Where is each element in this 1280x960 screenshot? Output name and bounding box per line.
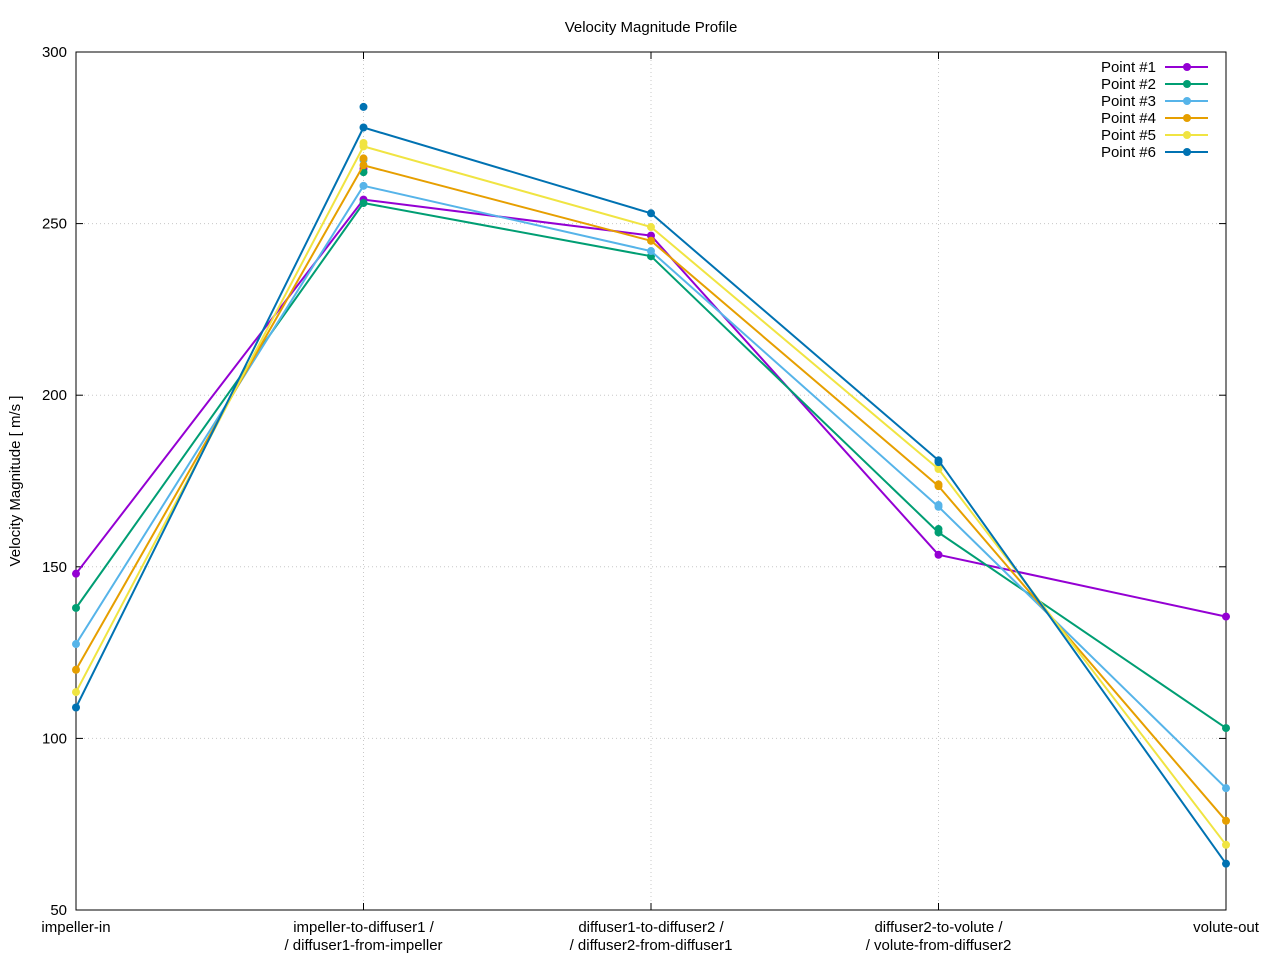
data-point	[647, 223, 655, 232]
x-tick-label: diffuser1-to-diffuser2 // diffuser2-from…	[570, 919, 733, 954]
x-tick-label-line: diffuser2-to-volute /	[874, 919, 1003, 936]
series-point-4	[72, 154, 1230, 825]
y-tick-label: 200	[42, 387, 67, 404]
data-point	[1222, 724, 1230, 733]
legend-marker	[1183, 63, 1191, 71]
series-line	[75, 202, 1227, 729]
x-tick-label-line: / diffuser2-from-diffuser1	[570, 937, 733, 954]
legend-item: Point #2	[1101, 76, 1208, 93]
data-point	[359, 181, 368, 190]
x-tick-label-line: impeller-to-diffuser1 /	[293, 919, 434, 936]
y-tick-label: 50	[50, 902, 67, 919]
data-point	[934, 550, 943, 559]
x-tick-label: volute-out	[1193, 919, 1260, 936]
x-tick-label-line: / diffuser1-from-impeller	[284, 937, 442, 954]
series-line	[75, 164, 1227, 822]
legend-label: Point #5	[1101, 127, 1156, 144]
y-tick-label: 150	[42, 559, 67, 576]
grid	[76, 52, 1226, 910]
data-point-extra	[359, 154, 368, 163]
x-tick-label-line: / volute-from-diffuser2	[866, 937, 1012, 954]
data-point	[1222, 859, 1230, 868]
x-tick-label-line: volute-out	[1193, 919, 1260, 936]
data-point-extra	[934, 480, 943, 489]
y-tick-label: 250	[42, 216, 67, 233]
legend-marker	[1183, 114, 1191, 122]
legend-label: Point #4	[1101, 110, 1156, 127]
data-point	[72, 569, 80, 578]
x-tick-label-line: impeller-in	[41, 919, 110, 936]
legend-item: Point #4	[1101, 110, 1208, 127]
legend-marker	[1183, 148, 1191, 156]
data-point	[359, 161, 368, 170]
legend-item: Point #3	[1101, 93, 1208, 110]
data-point	[647, 247, 655, 256]
legend-marker	[1183, 80, 1191, 88]
legend-item: Point #1	[1101, 59, 1208, 76]
legend-label: Point #6	[1101, 144, 1156, 161]
x-tick-label-line: diffuser1-to-diffuser2 /	[578, 919, 724, 936]
x-axis: impeller-in impeller-to-diffuser1 // diff…	[41, 52, 1260, 954]
legend-marker	[1183, 131, 1191, 139]
data-point	[647, 209, 655, 218]
data-point	[72, 703, 80, 712]
data-point	[1222, 612, 1230, 621]
data-point	[72, 640, 80, 649]
legend-item: Point #5	[1101, 127, 1208, 144]
series-point-5	[72, 138, 1230, 849]
y-axis-label: Velocity Magnitude [ m/s ]	[7, 396, 24, 567]
chart-title: Velocity Magnitude Profile	[565, 19, 738, 36]
data-point	[72, 603, 80, 612]
data-point-extra	[359, 102, 368, 111]
data-point	[1222, 784, 1230, 793]
data-point	[359, 199, 368, 208]
data-point	[647, 236, 655, 245]
data-point-extra	[934, 525, 943, 534]
legend-label: Point #2	[1101, 76, 1156, 93]
legend-marker	[1183, 97, 1191, 105]
series-point-3	[72, 156, 1230, 793]
data-point	[1222, 816, 1230, 825]
data-point-extra	[359, 138, 368, 147]
legend-label: Point #1	[1101, 59, 1156, 76]
data-point	[72, 665, 80, 674]
data-point	[359, 123, 368, 132]
data-point-extra	[934, 501, 943, 510]
x-tick-label: impeller-to-diffuser1 // diffuser1-from-…	[284, 919, 442, 954]
x-tick-label: diffuser2-to-volute / / volute-from-diffu…	[866, 919, 1012, 954]
series-layer	[72, 102, 1230, 868]
legend-item: Point #6	[1101, 144, 1208, 161]
data-point	[1222, 840, 1230, 849]
y-tick-label: 300	[42, 44, 67, 61]
y-tick-label: 100	[42, 730, 67, 747]
data-point	[72, 688, 80, 697]
data-point-extra	[934, 458, 943, 467]
series-point-6	[72, 102, 1230, 868]
y-axis: 50 100 150 200 250 300	[42, 44, 1226, 919]
legend-label: Point #3	[1101, 93, 1156, 110]
x-tick-label: impeller-in	[41, 919, 110, 936]
